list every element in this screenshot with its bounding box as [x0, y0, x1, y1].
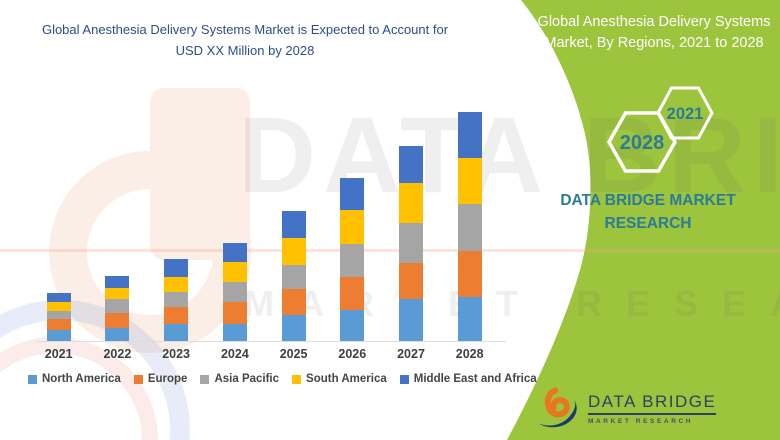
brand-name-line-2: RESEARCH [604, 215, 692, 233]
bar-segment-2021-asia-pacific [46, 310, 71, 320]
bar-segment-2023-europe [164, 307, 189, 325]
hexagon-2028-label: 2028 [620, 132, 665, 154]
x-axis-label-2026: 2026 [338, 347, 367, 361]
panel-title-line-2: Market, By Regions, 2021 to 2028 [544, 35, 764, 52]
watermark-tagline-text: MARKET RESEARCH [244, 283, 780, 324]
brand-name-text: DATA BRIDGE MARKET RESEARCH [533, 189, 763, 236]
hexagon-2021-badge: 2021 [656, 86, 714, 140]
bar-segment-2025-asia-pacific [281, 264, 306, 289]
logo-mark-icon [538, 387, 577, 428]
legend-swatch-asia-pacific [200, 374, 210, 384]
legend-label-europe: Europe [147, 373, 188, 385]
bar-segment-2027-europe [399, 262, 423, 300]
bar-segment-2025-europe [281, 288, 306, 316]
legend-swatch-north-america [28, 374, 37, 384]
bar-segment-2026-europe [340, 277, 365, 310]
bar-segment-2028-asia-pacific [457, 204, 482, 251]
x-axis-label-2022: 2022 [103, 347, 132, 361]
bar-segment-2022-north-america [105, 328, 130, 341]
legend-label-north-america: North America [42, 373, 121, 385]
bar-segment-2021-middle-east-and-africa [46, 292, 71, 302]
x-axis-label-2023: 2023 [162, 347, 190, 361]
legend-swatch-south-america [292, 374, 302, 384]
bar-segment-2027-asia-pacific [399, 223, 423, 263]
bar-segment-2028-middle-east-and-africa [457, 112, 482, 158]
bar-segment-2026-middle-east-and-africa [340, 178, 365, 211]
bar-segment-2025-middle-east-and-africa [281, 211, 306, 238]
bar-segment-2024-south-america [222, 262, 247, 282]
legend-swatch-europe [133, 374, 143, 384]
hexagon-badges: 2021 2028 [606, 86, 714, 173]
legend-item-middle-east-and-africa: Middle East and Africa [399, 373, 537, 385]
bar-segment-2021-europe [46, 319, 71, 330]
x-axis-label-2027: 2027 [397, 347, 425, 361]
chart-title-line-1: Global Anesthesia Delivery Systems Marke… [41, 22, 449, 37]
bar-segment-2027-south-america [399, 183, 423, 224]
x-axis-line [36, 341, 506, 342]
bar-segment-2021-north-america [46, 330, 71, 341]
bar-segment-2024-europe [222, 301, 247, 325]
bar-segment-2022-middle-east-and-africa [105, 275, 130, 289]
bar-segment-2028-europe [457, 251, 482, 297]
x-axis-label-2021: 2021 [44, 347, 73, 361]
bar-segment-2027-middle-east-and-africa [399, 146, 423, 184]
bar-segment-2025-south-america [281, 237, 306, 265]
bar-segment-2023-south-america [164, 276, 189, 292]
legend-item-north-america: North America [28, 373, 121, 385]
bar-segment-2023-north-america [164, 324, 189, 341]
logo-name: DATA BRIDGE [588, 391, 717, 411]
bar-segment-2022-south-america [105, 288, 130, 300]
chart-title-line-2: USD XX Million by 2028 [175, 42, 315, 58]
bar-segment-2028-south-america [457, 157, 482, 205]
panel-title-line-1: Global Anesthesia Delivery Systems [537, 14, 771, 30]
bar-segment-2024-north-america [222, 324, 247, 341]
legend-item-south-america: South America [292, 373, 387, 385]
x-axis-label-2024: 2024 [220, 347, 249, 361]
bar-segment-2026-south-america [340, 210, 365, 245]
logo-rule [588, 412, 717, 415]
chart-legend: North America Europe Asia Pacific South Ame… [28, 373, 537, 385]
hexagon-2028-badge: 2028 [606, 111, 678, 173]
legend-label-south-america: South America [306, 373, 387, 385]
bar-segment-2024-asia-pacific [222, 281, 247, 302]
watermark-brand-text: DATA BRIDGE [238, 94, 780, 215]
bar-segment-2022-europe [105, 313, 130, 329]
x-axis-label-2028: 2028 [455, 347, 484, 361]
legend-item-europe: Europe [133, 373, 188, 385]
bar-segment-2026-asia-pacific [340, 244, 365, 277]
legend-swatch-middle-east-and-africa [399, 374, 409, 384]
panel-title: Global Anesthesia Delivery Systems Marke… [528, 12, 780, 54]
bar-segment-2027-north-america [399, 299, 423, 341]
bar-segment-2024-middle-east-and-africa [222, 243, 247, 263]
logo-tagline: MARKET RESEARCH [588, 417, 694, 425]
brand-name-line-1: DATA BRIDGE MARKET [560, 192, 736, 209]
bar-segment-2023-asia-pacific [164, 291, 189, 308]
legend-label-middle-east-and-africa: Middle East and Africa [413, 373, 537, 385]
bar-segment-2025-north-america [281, 315, 306, 341]
company-logo: DATA BRIDGE MARKET RESEARCH [537, 385, 717, 431]
bar-segment-2028-north-america [457, 296, 482, 341]
bar-segment-2023-middle-east-and-africa [164, 259, 189, 277]
bar-segment-2026-north-america [340, 309, 365, 341]
legend-item-asia-pacific: Asia Pacific [200, 373, 279, 385]
bar-segment-2021-south-america [46, 301, 71, 311]
chart-title: Global Anesthesia Delivery Systems Marke… [20, 20, 470, 62]
bar-segment-2022-asia-pacific [105, 299, 130, 314]
x-axis-label-2025: 2025 [279, 347, 308, 361]
hexagon-2021-label: 2021 [667, 105, 704, 123]
legend-label-asia-pacific: Asia Pacific [214, 373, 280, 385]
watermark-divider-line [0, 249, 780, 252]
